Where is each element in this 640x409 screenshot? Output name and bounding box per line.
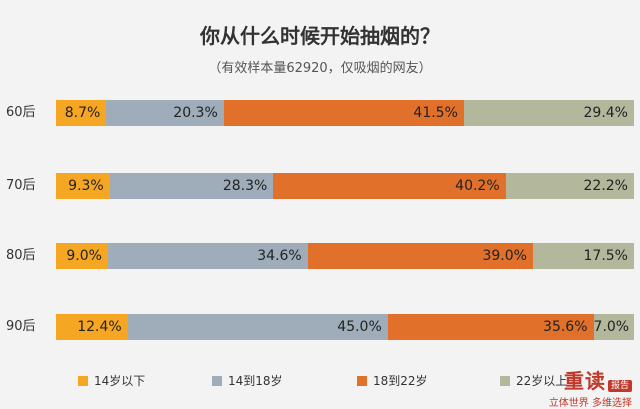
legend-swatch bbox=[357, 375, 367, 386]
bar-segment: 17.5% bbox=[532, 243, 634, 269]
legend-swatch bbox=[500, 375, 510, 386]
legend-label: 18到22岁 bbox=[373, 374, 428, 388]
category-label: 60后 bbox=[6, 105, 36, 120]
bar-segment: 34.6% bbox=[107, 243, 308, 269]
legend-label: 14岁以下 bbox=[94, 374, 146, 388]
brand-logo-text: 重读 bbox=[563, 369, 606, 393]
bar-segment: 9.0% bbox=[56, 243, 108, 269]
bar-segment: 40.2% bbox=[273, 173, 506, 199]
brand-watermark: 重读 报告 立体世界 多维选择 bbox=[549, 365, 632, 409]
category-label: 90后 bbox=[6, 319, 36, 334]
bar-segment: 45.0% bbox=[127, 314, 388, 340]
bar-segment: 9.3% bbox=[56, 173, 110, 199]
legend-item: 22岁以上 bbox=[500, 372, 567, 389]
bar-segment: 29.4% bbox=[463, 100, 634, 126]
legend-item: 18到22岁 bbox=[357, 372, 428, 389]
bar-segment: 41.5% bbox=[223, 100, 464, 126]
chart-subtitle: （有效样本量62920，仅吸烟的网友） bbox=[208, 61, 432, 76]
legend-label: 22岁以上 bbox=[516, 374, 568, 388]
bar-segment: 7.0% bbox=[593, 314, 634, 340]
bar-segment: 12.4% bbox=[56, 314, 128, 340]
legend-item: 14岁以下 bbox=[78, 372, 145, 389]
bar-segment: 39.0% bbox=[307, 243, 533, 269]
legend-swatch bbox=[78, 375, 88, 386]
bar-segment: 28.3% bbox=[109, 173, 274, 199]
category-label: 80后 bbox=[6, 248, 36, 263]
bar-segment: 22.2% bbox=[505, 173, 634, 199]
legend-swatch bbox=[212, 375, 222, 386]
bar-segment: 8.7% bbox=[56, 100, 107, 126]
legend-item: 14到18岁 bbox=[212, 372, 283, 389]
bar-segment: 20.3% bbox=[106, 100, 224, 126]
category-label: 70后 bbox=[6, 178, 36, 193]
chart-legend: 14岁以下 14到18岁 18到22岁 22岁以上 bbox=[0, 372, 640, 392]
brand-tag: 报告 bbox=[607, 380, 632, 392]
chart-title: 你从什么时候开始抽烟的？ bbox=[200, 24, 440, 48]
bar-segment: 35.6% bbox=[387, 314, 594, 340]
brand-slogan: 立体世界 多维选择 bbox=[548, 398, 632, 409]
legend-label: 14到18岁 bbox=[228, 374, 283, 388]
